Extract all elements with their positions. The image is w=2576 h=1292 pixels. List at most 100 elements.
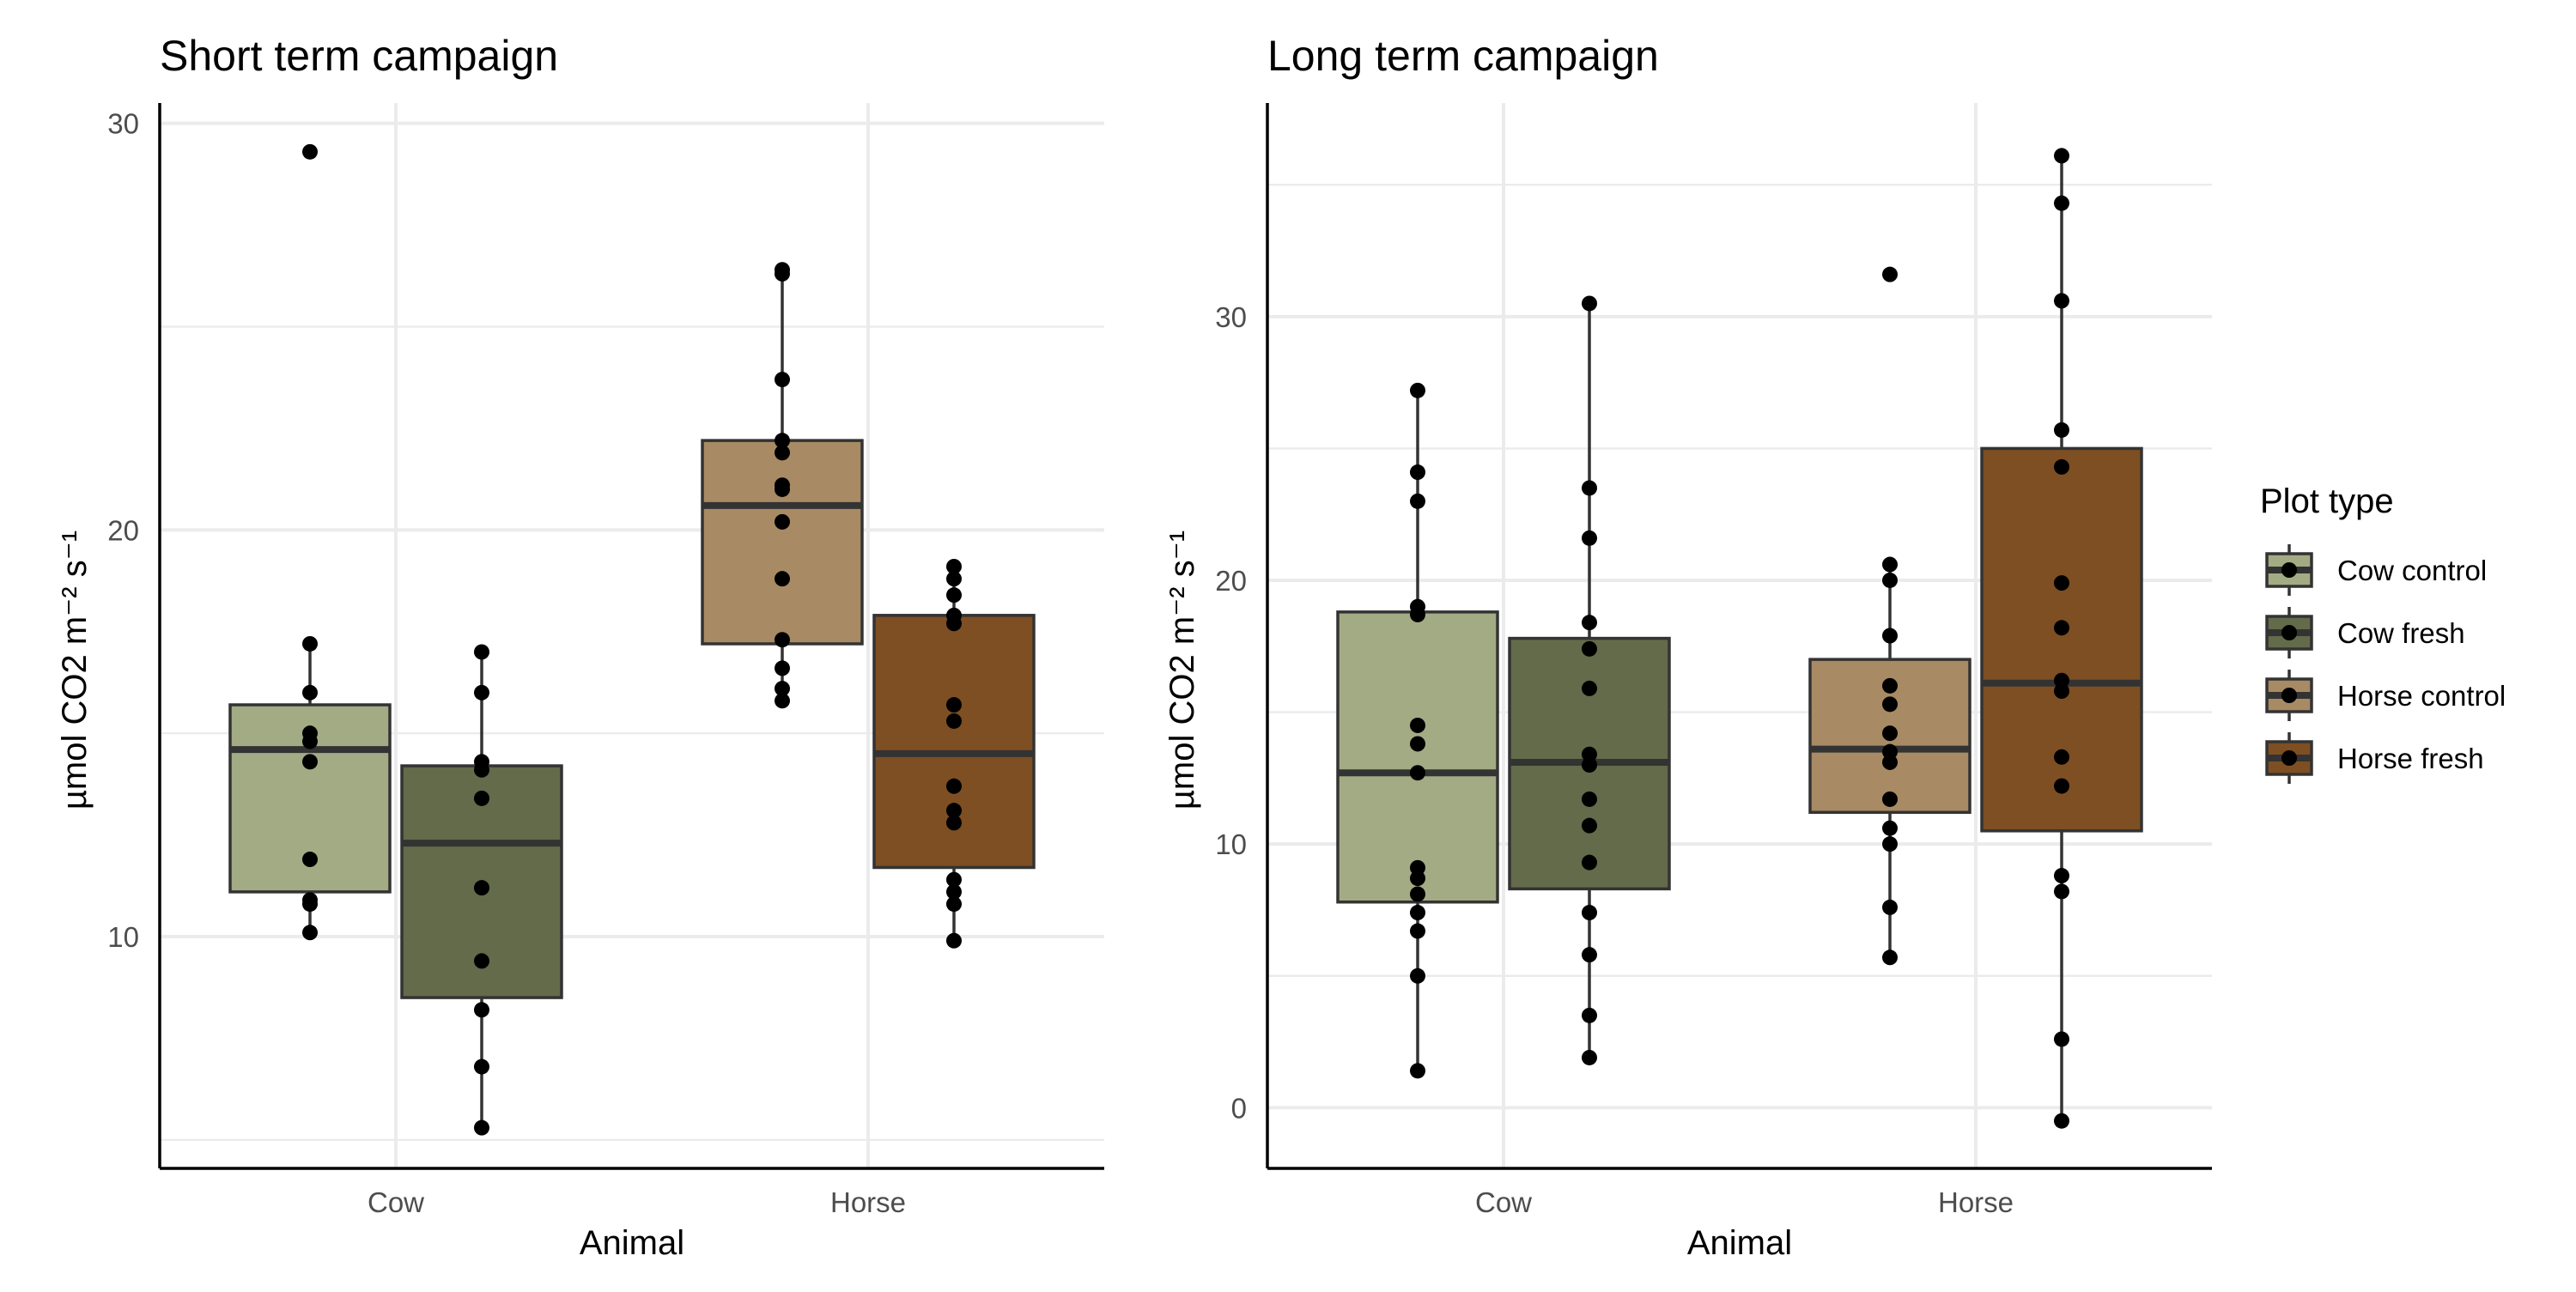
legend-title: Plot type	[2260, 482, 2394, 520]
data-point	[775, 513, 790, 530]
data-point	[1410, 736, 1425, 752]
x-tick-label: Cow	[1475, 1186, 1532, 1218]
x-axis-title: Animal	[580, 1224, 684, 1262]
data-point	[1410, 464, 1425, 481]
data-point	[775, 372, 790, 388]
data-point	[474, 644, 489, 660]
data-point	[2054, 195, 2069, 211]
data-point	[1882, 696, 1898, 713]
data-point	[946, 871, 962, 888]
data-point	[2054, 778, 2069, 794]
data-point	[302, 684, 318, 701]
x-tick-label: Horse	[1938, 1186, 2014, 1218]
data-point	[946, 558, 962, 574]
data-point	[1582, 530, 1597, 546]
data-point	[775, 265, 790, 282]
data-point	[946, 803, 962, 819]
data-point	[1882, 677, 1898, 694]
legend-label: Cow fresh	[2337, 617, 2465, 649]
data-point	[2054, 683, 2069, 700]
box-horse-fresh	[872, 558, 1036, 949]
data-point	[775, 571, 790, 587]
data-point	[474, 1119, 489, 1136]
box-body	[1980, 446, 2143, 833]
data-point	[474, 953, 489, 969]
legend-key-point	[2281, 625, 2297, 640]
data-point	[2054, 1113, 2069, 1129]
data-point	[946, 815, 962, 831]
data-point	[2054, 1031, 2069, 1047]
data-point	[946, 932, 962, 949]
data-point	[1582, 640, 1597, 657]
panel-title: Long term campaign	[1267, 32, 1659, 80]
data-point	[1582, 295, 1597, 312]
data-point	[1882, 899, 1898, 915]
y-tick-label: 20	[1215, 565, 1247, 597]
data-point	[1882, 949, 1898, 966]
data-point	[1882, 820, 1898, 836]
box-body	[1336, 610, 1499, 904]
legend-key-point	[2281, 750, 2297, 766]
data-point	[775, 681, 790, 697]
data-point	[2054, 422, 2069, 438]
data-point	[946, 697, 962, 713]
box-cow-control	[228, 143, 392, 941]
data-point	[775, 660, 790, 676]
x-tick-label: Cow	[368, 1186, 424, 1218]
data-point	[775, 445, 790, 461]
data-point	[302, 754, 318, 770]
data-point	[1582, 680, 1597, 696]
y-tick-label: 0	[1231, 1092, 1247, 1124]
data-point	[1582, 854, 1597, 870]
data-point	[946, 896, 962, 913]
data-point	[1882, 266, 1898, 282]
data-point	[1410, 923, 1425, 939]
data-point	[2054, 458, 2069, 475]
y-axis-title: µmol CO2 m⁻² s⁻¹	[56, 531, 94, 810]
y-tick-label: 20	[107, 514, 139, 546]
data-point	[1410, 1063, 1425, 1079]
data-point	[1882, 754, 1898, 770]
data-point	[1882, 628, 1898, 644]
data-point	[1410, 886, 1425, 902]
y-tick-label: 30	[107, 108, 139, 140]
x-axis-title: Animal	[1687, 1224, 1792, 1262]
data-point	[302, 896, 318, 913]
data-point	[2054, 620, 2069, 636]
legend-item-horse-control: Horse control	[2265, 670, 2506, 721]
data-point	[946, 778, 962, 794]
data-point	[302, 143, 318, 160]
legend-label: Horse control	[2337, 680, 2506, 712]
data-point	[474, 790, 489, 806]
box-horse-control	[701, 262, 864, 709]
legend-item-cow-fresh: Cow fresh	[2265, 607, 2465, 658]
box-horse-control	[1808, 266, 1971, 966]
data-point	[474, 1058, 489, 1075]
panel-title: Short term campaign	[160, 32, 558, 80]
box-cow-fresh	[400, 644, 563, 1136]
legend-label: Horse fresh	[2337, 743, 2484, 774]
data-point	[946, 616, 962, 632]
data-point	[1582, 791, 1597, 807]
data-point	[474, 880, 489, 896]
data-point	[2054, 868, 2069, 884]
data-point	[775, 693, 790, 709]
data-point	[302, 635, 318, 652]
data-point	[1882, 791, 1898, 807]
panel-1: 10 20 30 Cow Horse Short term campaign Animal µ…	[56, 32, 1104, 1262]
box-horse-fresh	[1980, 148, 2143, 1129]
data-point	[302, 733, 318, 749]
data-point	[1582, 480, 1597, 496]
data-point	[2054, 883, 2069, 900]
data-point	[1410, 905, 1425, 921]
data-point	[1882, 556, 1898, 573]
box-cow-control	[1336, 382, 1499, 1079]
data-point	[302, 925, 318, 941]
legend-item-horse-fresh: Horse fresh	[2265, 732, 2484, 784]
panel-2: 0 10 20 30 Cow Horse Long term campaign Animal µ…	[1163, 32, 2212, 1262]
data-point	[946, 571, 962, 587]
legend-key-point	[2281, 688, 2297, 703]
data-point	[1882, 572, 1898, 588]
